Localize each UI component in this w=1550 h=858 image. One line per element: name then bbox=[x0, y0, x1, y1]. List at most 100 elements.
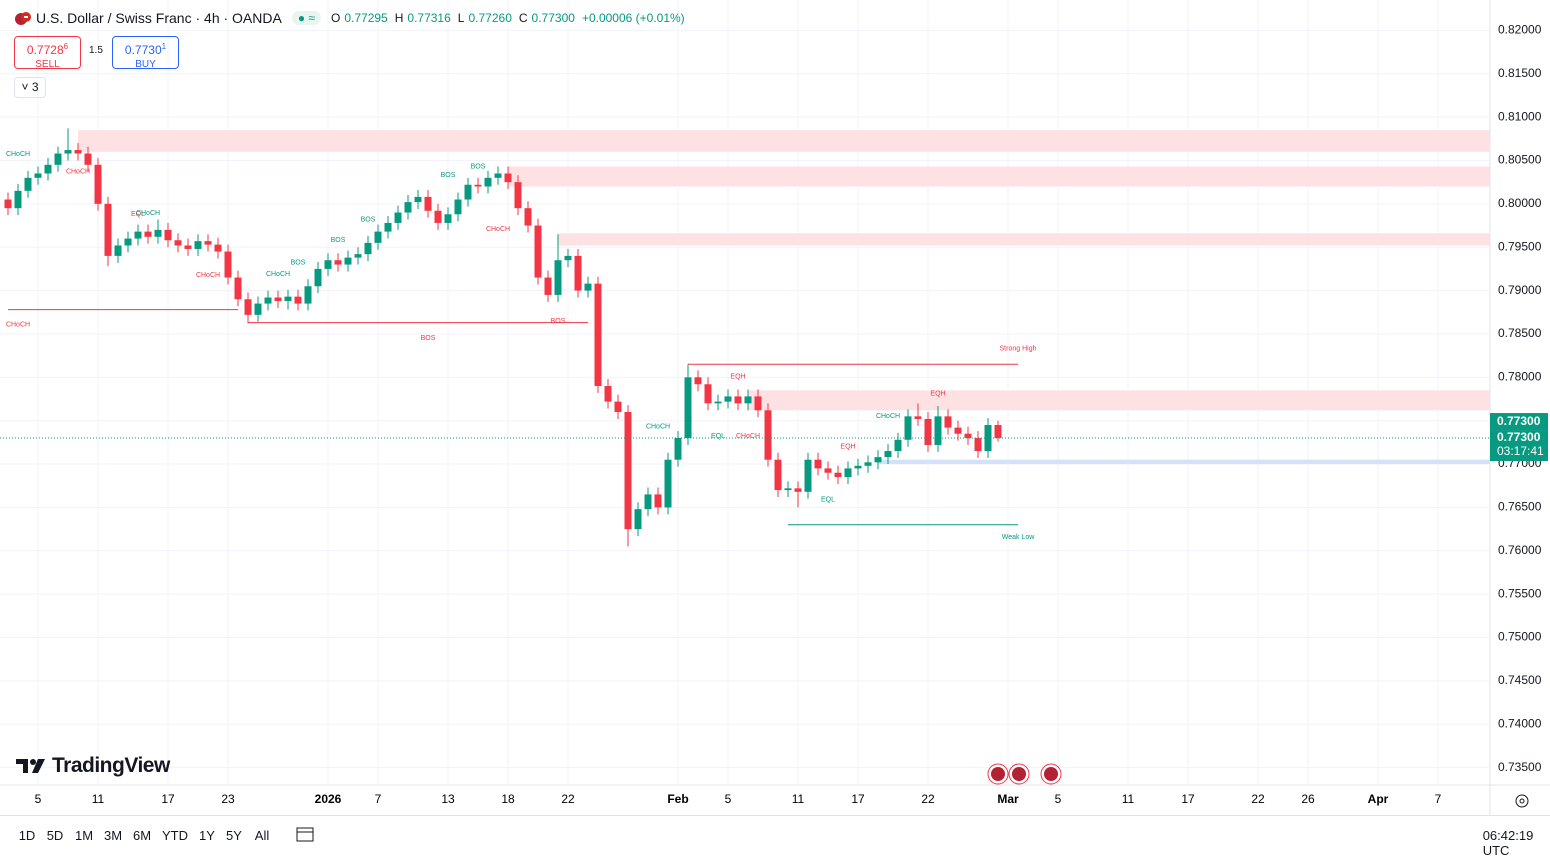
x-tick-label: 22 bbox=[561, 792, 575, 806]
candle-body bbox=[104, 203, 112, 256]
range-button[interactable]: 5Y bbox=[226, 828, 242, 843]
candle-body bbox=[154, 229, 162, 237]
y-tick-label: 0.78000 bbox=[1498, 369, 1542, 383]
candle-body bbox=[954, 427, 962, 434]
candle-body bbox=[274, 297, 282, 301]
candle-body bbox=[144, 231, 152, 237]
sell-price: 0.7728 bbox=[26, 43, 64, 57]
range-button[interactable]: 1M bbox=[74, 828, 94, 843]
y-tick-label: 0.78500 bbox=[1498, 326, 1542, 340]
x-tick-label: Mar bbox=[997, 792, 1019, 806]
y-tick-label: 0.81500 bbox=[1498, 66, 1542, 80]
range-button[interactable]: 1D bbox=[18, 828, 36, 843]
candle-body bbox=[514, 182, 522, 209]
indicator-toggle[interactable]: ˅ 3 bbox=[14, 77, 46, 98]
candle-body bbox=[384, 222, 392, 232]
candle-body bbox=[194, 241, 202, 249]
ohlc-value: 0.77316 bbox=[407, 11, 451, 25]
x-tick-label: 23 bbox=[221, 792, 235, 806]
structure-label: EQL bbox=[821, 496, 835, 503]
candle-body bbox=[784, 488, 792, 491]
candle-body bbox=[114, 245, 122, 256]
settings-icon[interactable] bbox=[1514, 793, 1530, 809]
ohlc-key: O bbox=[331, 11, 341, 25]
x-tick-label: Feb bbox=[667, 792, 688, 806]
structure-label: BOS bbox=[441, 172, 456, 179]
structure-label: BOS bbox=[471, 163, 486, 170]
range-button[interactable]: 1Y bbox=[199, 828, 215, 843]
clock[interactable]: 06:42:19 UTC bbox=[1482, 828, 1534, 858]
candle-body bbox=[754, 396, 762, 411]
range-button[interactable]: All bbox=[254, 828, 270, 843]
ohlc-value: 0.77260 bbox=[468, 11, 512, 25]
range-button[interactable]: 6M bbox=[132, 828, 152, 843]
ohlc-key: H bbox=[394, 11, 404, 25]
candle-body bbox=[444, 214, 452, 223]
structure-label: BOS bbox=[421, 335, 436, 342]
candle-body bbox=[134, 231, 142, 239]
candle-body bbox=[734, 396, 742, 404]
x-tick-label: 22 bbox=[921, 792, 935, 806]
structure-label: BOS bbox=[291, 260, 306, 267]
candle-body bbox=[744, 396, 752, 404]
structure-label: CHoCH bbox=[66, 169, 90, 176]
range-button[interactable]: 5D bbox=[46, 828, 64, 843]
candle-body bbox=[904, 416, 912, 440]
range-button[interactable]: YTD bbox=[162, 828, 188, 843]
structure-label: EQH bbox=[730, 373, 745, 380]
x-tick-label: 18 bbox=[501, 792, 515, 806]
candle-body bbox=[54, 153, 62, 165]
x-tick-label: 11 bbox=[1122, 792, 1135, 806]
buy-price: 0.7730 bbox=[124, 43, 162, 57]
candle-body bbox=[214, 244, 222, 252]
supply-demand-zone bbox=[508, 166, 1490, 187]
supply-demand-zone bbox=[558, 233, 1490, 246]
event-icons bbox=[987, 763, 1062, 785]
candle-body bbox=[974, 438, 982, 452]
candle-body bbox=[284, 296, 292, 301]
candle-body bbox=[14, 190, 22, 209]
candle-body bbox=[84, 153, 92, 165]
candle-body bbox=[64, 150, 72, 154]
candle-body bbox=[844, 468, 852, 478]
range-button[interactable]: 3M bbox=[103, 828, 123, 843]
x-tick-label: Apr bbox=[1368, 792, 1389, 806]
candle-body bbox=[884, 451, 892, 458]
sell-button[interactable]: 0.77286 SELL bbox=[14, 36, 81, 70]
sell-label: SELL bbox=[35, 59, 60, 70]
supply-demand-zone bbox=[748, 390, 1490, 411]
structure-label: BOS bbox=[551, 318, 566, 325]
spread: 1.5 bbox=[89, 45, 103, 56]
candle-body bbox=[804, 459, 812, 492]
date-range-icon[interactable] bbox=[295, 825, 315, 843]
candle-body bbox=[894, 439, 902, 452]
x-tick-label: 17 bbox=[1181, 792, 1195, 806]
symbol-title[interactable]: U.S. Dollar / Swiss Franc · 4h · OANDA bbox=[36, 10, 282, 26]
buy-button[interactable]: 0.77301 BUY bbox=[112, 36, 179, 70]
candle-body bbox=[164, 229, 172, 241]
price-tag bbox=[1490, 413, 1548, 431]
candle-body bbox=[484, 177, 492, 187]
candle-body bbox=[204, 241, 212, 245]
x-tick-label: 22 bbox=[1251, 792, 1265, 806]
y-tick-label: 0.79500 bbox=[1498, 239, 1542, 253]
structure-label: CHoCH bbox=[736, 433, 760, 440]
candle-body bbox=[564, 255, 572, 261]
x-tick-label: 26 bbox=[1301, 792, 1315, 806]
x-tick-label: 2026 bbox=[315, 792, 342, 806]
candle-body bbox=[44, 164, 52, 174]
candle-body bbox=[314, 268, 322, 287]
y-tick-label: 0.80000 bbox=[1498, 196, 1542, 210]
y-tick-label: 0.80500 bbox=[1498, 153, 1542, 167]
x-tick-label: 17 bbox=[851, 792, 865, 806]
candle-body bbox=[264, 297, 272, 304]
structure-label: EQL bbox=[711, 433, 725, 440]
ohlc-key: L bbox=[457, 11, 465, 25]
candle-body bbox=[184, 245, 192, 249]
candle-body bbox=[654, 494, 662, 508]
market-status[interactable]: ● ≈ bbox=[291, 11, 321, 25]
candle-body bbox=[234, 277, 242, 300]
candle-body bbox=[714, 401, 722, 404]
candle-body bbox=[454, 199, 462, 215]
